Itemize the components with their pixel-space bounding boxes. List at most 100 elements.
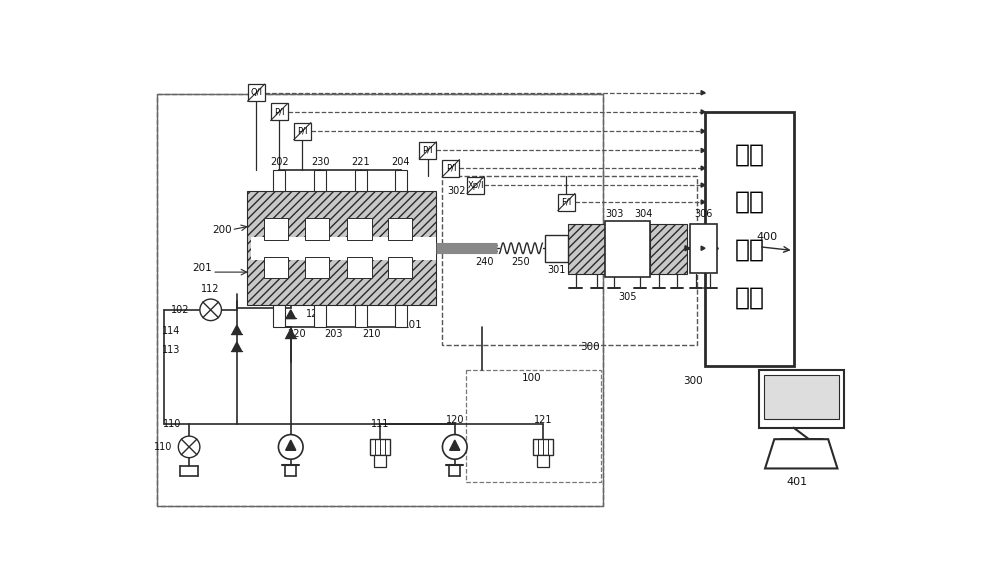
Bar — [419, 142, 436, 159]
Text: 110: 110 — [154, 442, 172, 452]
Text: 220: 220 — [288, 329, 306, 339]
Text: 200: 200 — [212, 225, 231, 235]
Bar — [545, 235, 568, 262]
Bar — [764, 375, 839, 419]
Bar — [388, 218, 412, 240]
Bar — [605, 220, 650, 277]
Bar — [705, 112, 794, 366]
Text: 110: 110 — [163, 419, 181, 429]
Text: 控制: 控制 — [734, 238, 764, 262]
Polygon shape — [765, 439, 837, 469]
Bar — [568, 224, 605, 274]
Bar — [305, 257, 329, 278]
Bar — [347, 257, 372, 278]
Polygon shape — [286, 329, 295, 338]
Bar — [273, 305, 285, 327]
Bar — [157, 94, 603, 506]
Polygon shape — [701, 129, 705, 133]
Text: P/I: P/I — [446, 164, 456, 173]
Bar — [442, 176, 697, 345]
Text: 240: 240 — [475, 257, 493, 267]
Text: 250: 250 — [512, 257, 530, 267]
Text: 303: 303 — [605, 209, 623, 219]
Text: 系统: 系统 — [734, 285, 764, 310]
Text: 102: 102 — [171, 305, 189, 315]
Bar — [347, 218, 372, 240]
Text: 100: 100 — [522, 372, 542, 383]
Bar — [467, 177, 484, 194]
Bar — [558, 194, 575, 211]
Bar — [533, 439, 553, 455]
Text: P/I: P/I — [423, 146, 433, 155]
Bar — [537, 455, 549, 467]
Text: 201: 201 — [192, 263, 212, 273]
Text: F/I: F/I — [561, 198, 572, 206]
Bar — [466, 370, 601, 481]
Bar — [264, 218, 288, 240]
Polygon shape — [701, 166, 705, 171]
Polygon shape — [701, 200, 705, 204]
Polygon shape — [701, 110, 705, 114]
Text: 112: 112 — [201, 284, 220, 294]
Text: Q/I: Q/I — [250, 88, 262, 97]
Bar — [442, 160, 459, 177]
Text: 111: 111 — [371, 419, 389, 429]
Bar — [157, 94, 603, 506]
Bar — [650, 224, 687, 274]
Text: 305: 305 — [618, 292, 636, 302]
Text: 101: 101 — [403, 320, 422, 330]
Text: 301: 301 — [547, 265, 566, 275]
Polygon shape — [701, 183, 705, 187]
Text: 306: 306 — [694, 209, 712, 219]
Polygon shape — [701, 246, 705, 251]
Circle shape — [442, 434, 467, 459]
Bar — [395, 305, 407, 327]
Text: 113: 113 — [161, 345, 180, 355]
Circle shape — [178, 436, 200, 458]
Bar — [314, 170, 326, 191]
Circle shape — [200, 299, 221, 321]
Text: 121: 121 — [534, 415, 553, 425]
Text: 300: 300 — [580, 342, 599, 352]
Text: 120: 120 — [446, 415, 464, 425]
Text: 202: 202 — [270, 157, 289, 167]
Bar — [294, 123, 311, 140]
Bar — [247, 191, 436, 305]
Text: 221: 221 — [351, 157, 370, 167]
Text: 300: 300 — [684, 376, 703, 386]
Text: 204: 204 — [392, 157, 410, 167]
Circle shape — [278, 434, 303, 459]
Bar — [251, 237, 436, 260]
Text: 401: 401 — [787, 477, 808, 487]
Bar — [690, 224, 717, 273]
Text: 203: 203 — [324, 329, 342, 339]
Text: 数据: 数据 — [734, 142, 764, 166]
Text: 114: 114 — [161, 327, 180, 336]
Bar — [388, 257, 412, 278]
Text: 304: 304 — [634, 209, 653, 219]
Bar — [248, 84, 265, 101]
Polygon shape — [286, 440, 296, 450]
Bar — [305, 218, 329, 240]
Bar — [355, 305, 367, 327]
Bar — [314, 305, 326, 327]
Polygon shape — [286, 310, 295, 318]
Text: P/I: P/I — [274, 107, 284, 117]
Text: 302: 302 — [448, 186, 466, 196]
Text: 采集: 采集 — [734, 190, 764, 214]
Bar — [759, 370, 844, 427]
Bar — [264, 257, 288, 278]
Text: P/I: P/I — [297, 126, 308, 136]
Polygon shape — [232, 325, 241, 334]
Polygon shape — [450, 440, 460, 450]
Bar — [271, 103, 288, 121]
Polygon shape — [232, 342, 241, 351]
Bar — [355, 170, 367, 191]
Polygon shape — [701, 90, 705, 95]
Polygon shape — [685, 246, 690, 251]
Bar — [395, 170, 407, 191]
Bar — [374, 455, 386, 467]
Bar — [273, 170, 285, 191]
Text: 230: 230 — [311, 157, 329, 167]
Bar — [370, 439, 390, 455]
